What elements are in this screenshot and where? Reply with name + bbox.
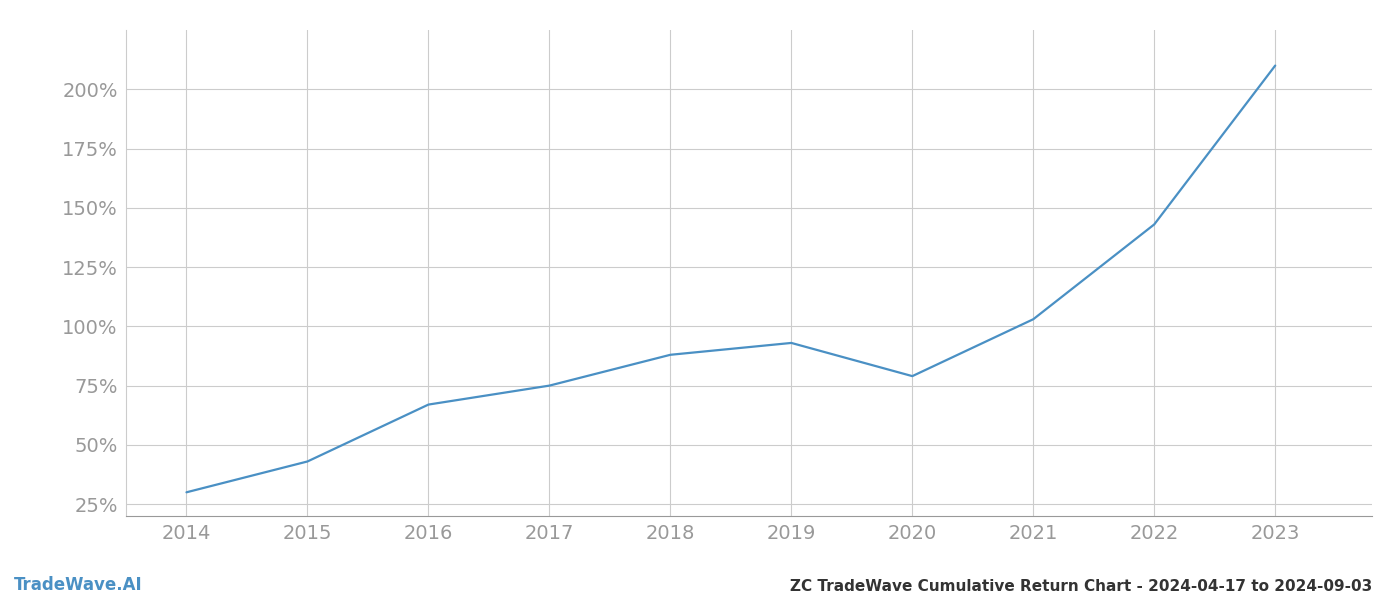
Text: ZC TradeWave Cumulative Return Chart - 2024-04-17 to 2024-09-03: ZC TradeWave Cumulative Return Chart - 2… [790, 579, 1372, 594]
Text: TradeWave.AI: TradeWave.AI [14, 576, 143, 594]
